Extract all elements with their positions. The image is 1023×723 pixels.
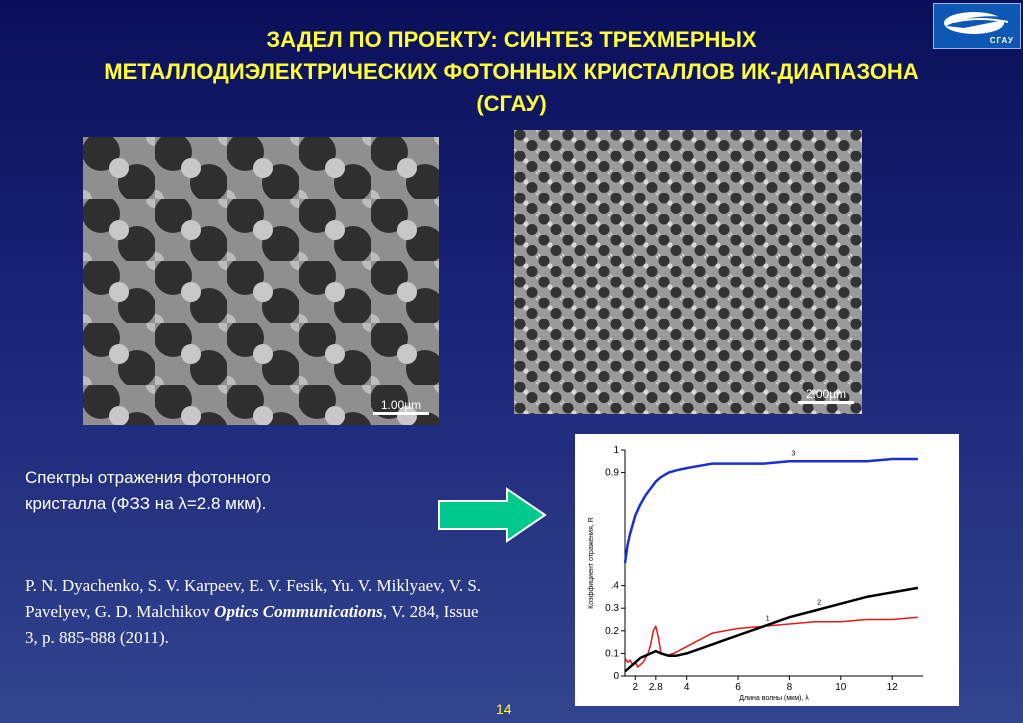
caption-line-1: Спектры отражения фотонного [25, 468, 271, 487]
scale-bar-right: 2.00µm [796, 388, 856, 404]
reflection-spectrum-chart: 2 2.8 4 6 8 10 12 0 0.1 0.2 0.3.4 0.9 1 Длина волны … [575, 434, 959, 706]
title-line-3: (СГАУ) [476, 91, 547, 116]
spectra-caption: Спектры отражения фотонного кристалла (Ф… [25, 465, 365, 517]
y-tick-label: 0.1 [605, 648, 619, 659]
series-label-3: 3 [791, 450, 795, 457]
citation: P. N. Dyachenko, S. V. Karpeev, E. V. Fe… [25, 573, 495, 651]
series-label-1: 1 [766, 615, 770, 622]
slide-title: ЗАДЕЛ ПО ПРОЕКТУ: СИНТЕЗ ТРЕХМЕРНЫХ МЕТА… [0, 24, 1023, 120]
title-line-1: ЗАДЕЛ ПО ПРОЕКТУ: СИНТЕЗ ТРЕХМЕРНЫХ [266, 27, 757, 52]
scale-bar-line [373, 412, 429, 415]
page-number: 14 [496, 701, 512, 717]
citation-details: , V. 284, Issue 3, p. 885-888 (2011). [25, 602, 479, 647]
x-tick-label: 4 [684, 682, 690, 693]
citation-authors: P. N. Dyachenko, S. V. Karpeev, E. V. Fe… [25, 576, 482, 621]
x-tick-label: 2.8 [649, 682, 663, 693]
x-tick-label: 12 [887, 682, 899, 693]
y-tick-label: 0.2 [605, 626, 619, 637]
series-label-2: 2 [817, 599, 821, 606]
sem-micrograph-large-pores [83, 137, 439, 425]
x-tick-label: 8 [787, 682, 793, 693]
sem-image-left: 1.00µm [83, 137, 439, 425]
scale-bar-left: 1.00µm [371, 399, 431, 415]
y-tick-label: 1 [613, 445, 619, 456]
y-tick-label: .4 [611, 581, 620, 592]
scale-label-left: 1.00µm [380, 398, 422, 412]
y-axis-label: Коэффициент отражения, R [588, 517, 595, 609]
citation-journal: Optics Communications [214, 602, 383, 621]
y-tick-label: 0.9 [605, 468, 619, 479]
x-axis-label: Длина волны (мкм), λ [739, 695, 809, 702]
x-tick-label: 2 [632, 682, 638, 693]
logo-text: СГАУ [989, 36, 1014, 45]
right-arrow-icon [438, 487, 547, 543]
scale-label-right: 2.00µm [805, 387, 847, 401]
caption-line-2: кристалла (ФЗЗ на λ=2.8 мкм). [25, 494, 267, 513]
sem-image-right: 2.00µm [514, 130, 862, 414]
series-line-2 [624, 586, 919, 673]
y-tick-label: 0.3 [605, 603, 619, 614]
scale-bar-line [798, 401, 854, 404]
x-tick-label: 6 [735, 682, 741, 693]
logo-swoosh-icon [944, 12, 1014, 34]
x-tick-label: 10 [835, 682, 847, 693]
university-logo: СГАУ [933, 3, 1021, 49]
y-tick-label: 0 [613, 671, 619, 682]
title-line-2: МЕТАЛЛОДИЭЛЕКТРИЧЕСКИХ ФОТОННЫХ КРИСТАЛЛ… [104, 59, 919, 84]
sem-micrograph-dense-lattice [514, 130, 862, 414]
series-line-3 [623, 457, 918, 564]
